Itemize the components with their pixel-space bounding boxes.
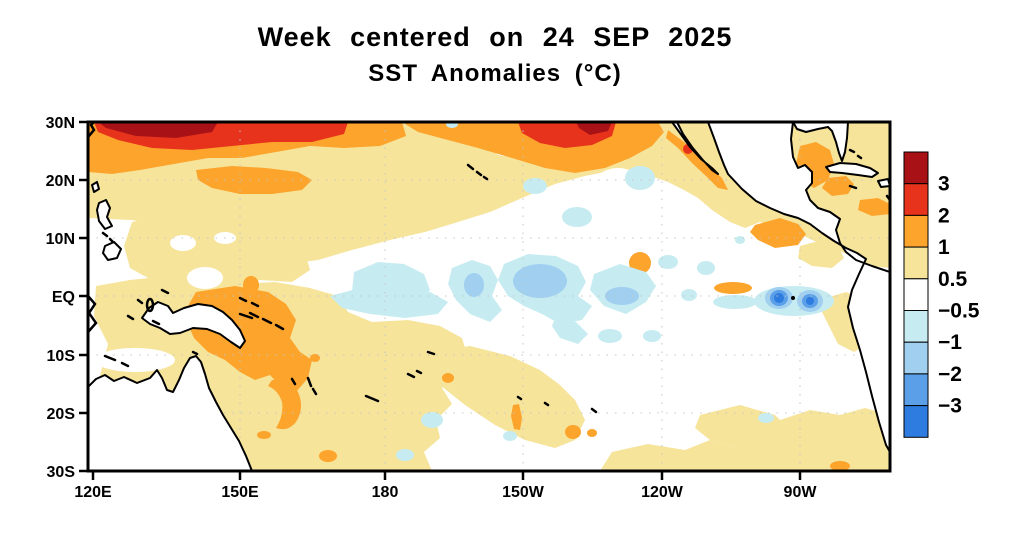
x-tick-label: 180 [372, 484, 399, 501]
colorbar-tick-label: 2 [938, 204, 950, 227]
chart-title-line2: SST Anomalies (°C) [368, 60, 622, 87]
luzon-island [96, 199, 113, 230]
new-caledonia-dash [364, 394, 380, 403]
galapagos-island-dot [791, 296, 795, 300]
us-gulf-coast-florida [792, 122, 849, 162]
jamaica-dash [848, 184, 858, 190]
north-central-america-landmass [707, 122, 890, 453]
taiwan-island [91, 181, 100, 193]
y-tick-label: 30N [46, 115, 75, 132]
society-tuamotu-dashes [516, 395, 598, 414]
x-tick-label: 150W [502, 484, 545, 501]
y-tick-label: EQ [52, 289, 75, 306]
y-tick-label: 20N [46, 173, 75, 190]
indonesia-island-dashes [126, 288, 170, 326]
colorbar-segment [903, 246, 929, 280]
colorbar-tick-label: 3 [938, 173, 950, 196]
philippine-island-dashes [101, 231, 115, 244]
vanuatu-dashes [290, 376, 318, 396]
gridlines [88, 122, 890, 471]
fiji-dashes [406, 369, 423, 379]
colorbar-segment [903, 278, 929, 311]
colorbar-tick-label: 0.5 [938, 268, 968, 291]
bahamas-dashes [848, 148, 863, 160]
hawaii-island-dashes [466, 163, 489, 181]
y-tick-label: 30S [47, 464, 76, 481]
colorbar-segment [903, 214, 929, 248]
y-tick-label: 10S [47, 348, 76, 365]
y-tick-label: 10N [46, 231, 75, 248]
x-tick-label: 120W [641, 484, 684, 501]
hispaniola-island [877, 178, 890, 188]
samoa-dash [426, 350, 436, 356]
bismarck-solomon-dashes [238, 296, 285, 331]
x-tick-label: 90W [784, 484, 818, 501]
colorbar-tick-label: −2 [938, 363, 962, 386]
axes: 30N 20N 10N EQ 10S 20S 30S 120E 150E 180 150W 120W 9… [46, 115, 892, 501]
map-plot-area [88, 122, 890, 471]
colorbar-segment [903, 183, 929, 216]
y-tick-label: 20S [47, 406, 76, 423]
cuba-island [825, 162, 879, 178]
x-tick-label: 120E [74, 484, 112, 501]
chart-title-line1: Week centered on 24 SEP 2025 [257, 22, 733, 52]
chart-title: Week centered on 24 SEP 2025 SST Anomali… [0, 22, 990, 88]
colorbar-tick-label: 1 [938, 236, 950, 259]
colorbar-tick-label: −0.5 [938, 300, 980, 323]
halmahera-island [145, 297, 155, 313]
new-guinea-landmass [141, 301, 246, 349]
x-tick-label: 150E [221, 484, 259, 501]
colorbar-segment [903, 310, 929, 343]
colorbar-segment [903, 373, 929, 407]
colorbar-segment [903, 341, 929, 375]
australia-landmass [88, 355, 253, 471]
colorbar-tick-label: −1 [938, 331, 962, 354]
colorbar-tick-label: −3 [938, 395, 962, 418]
baja-california-peninsula [671, 122, 719, 175]
timor-arafura-dashes [103, 350, 199, 368]
coastlines [88, 122, 890, 471]
colorbar-segment [903, 405, 929, 438]
colorbar-segment [903, 151, 929, 185]
colorbar: 3 2 1 0.5 −0.5 −1 −2 −3 [903, 151, 980, 438]
